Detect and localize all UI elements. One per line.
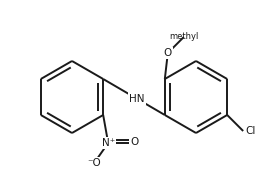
Text: Cl: Cl [245,126,256,136]
Text: HN: HN [129,94,145,104]
Text: N⁺: N⁺ [102,138,115,148]
Text: methyl: methyl [169,31,198,41]
Text: O: O [164,48,172,58]
Text: O: O [130,137,138,147]
Text: ⁻O: ⁻O [87,158,101,168]
